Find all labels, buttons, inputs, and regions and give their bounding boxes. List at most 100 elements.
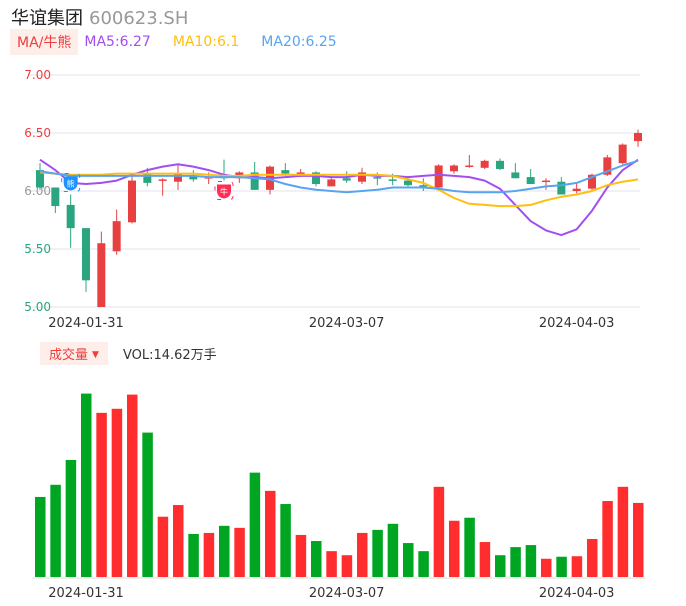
candle-body	[312, 172, 320, 185]
volume-tag-label: 成交量	[49, 348, 89, 363]
volume-bar	[142, 432, 153, 577]
candle-body	[603, 157, 612, 175]
candle-body	[419, 185, 428, 187]
volume-bar	[387, 523, 399, 577]
ma5-value: MA5:6.27	[84, 34, 151, 50]
volume-bar	[495, 555, 506, 577]
candle-body	[496, 160, 504, 169]
volume-bar	[188, 533, 199, 577]
volume-x-tick-label: 2024-03-07	[309, 586, 385, 601]
volume-bar	[96, 412, 107, 577]
y-tick-label: 5.50	[24, 242, 51, 256]
candle-body	[542, 180, 550, 183]
volume-bar	[479, 542, 491, 577]
candle-body	[51, 187, 60, 207]
candle-body	[342, 178, 351, 181]
volume-bar	[280, 504, 291, 577]
candle-body	[82, 228, 90, 281]
stock-title: 华谊集团 600623.SH	[11, 4, 188, 30]
volume-legend: 成交量 ▼ VOL:14.62万手	[40, 342, 217, 365]
candle-body	[97, 243, 106, 307]
bull-signal-icon	[217, 184, 231, 199]
volume-bar	[203, 532, 215, 577]
volume-indicator-selector[interactable]: 成交量 ▼	[40, 342, 108, 365]
volume-bar	[510, 547, 521, 577]
volume-bar	[50, 484, 61, 577]
candle-body	[634, 133, 642, 142]
candle-body	[511, 172, 520, 179]
candle-body	[143, 173, 152, 183]
volume-bar	[633, 502, 644, 577]
candle-body	[526, 177, 535, 185]
ma-indicator-selector[interactable]: MA/牛熊	[10, 29, 79, 55]
bear-signal-label: 熊	[67, 178, 75, 188]
stock-name: 华谊集团	[11, 8, 83, 29]
y-tick-label: 5.00	[24, 300, 51, 314]
volume-x-tick-label: 2024-04-03	[539, 586, 615, 601]
volume-bar	[234, 527, 245, 577]
volume-bar	[602, 501, 613, 577]
volume-bar	[541, 558, 552, 577]
volume-bar	[127, 394, 138, 577]
candle-body	[158, 179, 167, 181]
candle-body	[112, 221, 121, 252]
candle-body	[36, 170, 44, 188]
volume-bar	[403, 543, 414, 577]
candle-body	[404, 180, 412, 186]
volume-bar	[357, 532, 368, 577]
volume-bar	[449, 520, 460, 577]
volume-bar	[525, 545, 537, 577]
y-tick-label: 7.00	[24, 68, 51, 82]
y-tick-label: 6.00	[24, 184, 51, 198]
dropdown-arrow-icon: ▼	[92, 350, 99, 360]
candle-body	[618, 144, 627, 164]
volume-bar	[81, 393, 92, 577]
bull-signal-label: 牛	[220, 187, 228, 197]
ma20-line	[39, 159, 639, 194]
volume-value: VOL:14.62万手	[122, 348, 217, 363]
volume-bar	[556, 556, 567, 577]
volume-bar	[111, 408, 123, 577]
ma10-line	[39, 171, 639, 208]
ma-legend: MA/牛熊 MA5:6.27 MA10:6.1 MA20:6.25	[10, 29, 359, 55]
ma20-value: MA20:6.25	[261, 34, 337, 50]
candle-body	[557, 181, 566, 195]
volume-bar	[265, 490, 276, 577]
candle-body	[480, 160, 489, 168]
volume-bar	[295, 534, 307, 577]
volume-x-tick-label: 2024-01-31	[48, 586, 124, 601]
candle-body	[66, 204, 75, 229]
candle-body	[250, 172, 259, 190]
volume-bar	[249, 472, 261, 577]
x-tick-label: 2024-03-07	[309, 316, 385, 331]
volume-bar	[617, 486, 629, 577]
volume-bar	[433, 486, 445, 577]
volume-bar	[157, 516, 169, 577]
candle-body	[465, 165, 474, 167]
volume-bar	[35, 496, 46, 577]
volume-bar	[464, 517, 475, 577]
volume-bar	[341, 555, 353, 577]
volume-bar	[587, 539, 598, 577]
volume-bar	[326, 551, 337, 577]
candle-body	[189, 175, 198, 180]
candle-body	[128, 180, 136, 223]
volume-bar	[65, 459, 77, 577]
candle-body	[373, 177, 382, 179]
volume-bar	[311, 541, 322, 577]
candle-body	[588, 174, 596, 189]
candle-body	[572, 188, 581, 191]
volume-bar	[219, 525, 230, 577]
candle-body	[327, 179, 336, 187]
y-tick-label: 6.50	[24, 126, 51, 140]
volume-bar	[418, 551, 429, 577]
ma5-line	[39, 158, 639, 237]
candle-body	[174, 173, 182, 182]
candle-body	[281, 170, 290, 174]
x-tick-label: 2024-01-31	[48, 316, 124, 331]
stock-code: 600623.SH	[89, 8, 189, 29]
volume-bar	[173, 505, 184, 577]
ma10-value: MA10:6.1	[172, 34, 240, 50]
volume-bar	[571, 556, 583, 577]
